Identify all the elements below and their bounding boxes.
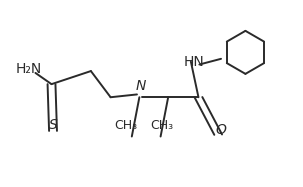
Text: HN: HN — [183, 55, 204, 69]
Text: S: S — [49, 118, 58, 132]
Text: O: O — [215, 122, 226, 137]
Text: CH₃: CH₃ — [114, 119, 137, 132]
Text: H₂N: H₂N — [15, 62, 42, 76]
Text: N: N — [136, 79, 146, 94]
Text: CH₃: CH₃ — [151, 119, 174, 132]
